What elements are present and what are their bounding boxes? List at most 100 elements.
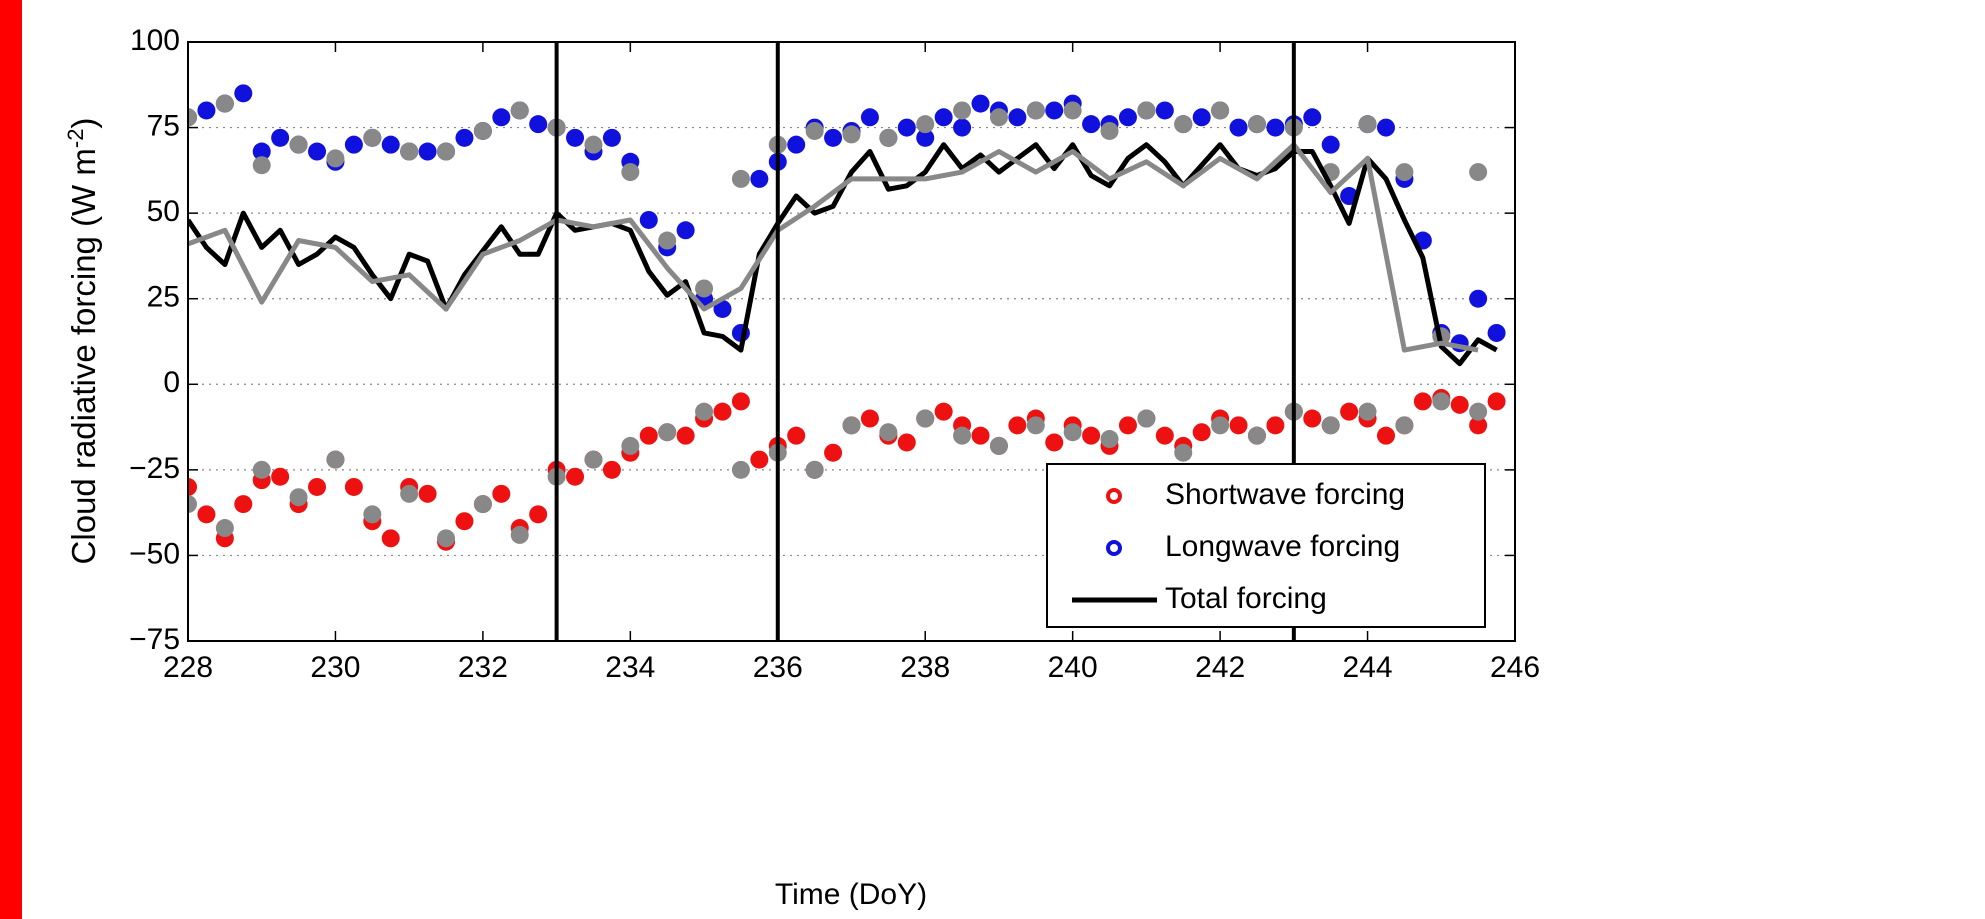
point xyxy=(695,279,714,298)
point xyxy=(824,443,843,462)
point xyxy=(1395,416,1414,435)
point xyxy=(289,488,308,507)
point xyxy=(953,101,972,120)
point xyxy=(1487,392,1506,411)
point xyxy=(492,484,511,503)
y-axis-label-sup: -2 xyxy=(63,129,88,149)
point xyxy=(860,409,879,428)
point xyxy=(289,135,308,154)
point xyxy=(308,142,327,161)
point xyxy=(1321,416,1340,435)
point xyxy=(621,163,640,182)
legend-label: Shortwave forcing xyxy=(1165,478,1405,511)
point xyxy=(824,128,843,147)
y-axis-label-text: Cloud radiative forcing (W m xyxy=(65,148,102,564)
y-tick-label: 50 xyxy=(147,195,180,228)
point xyxy=(252,142,271,161)
x-tick-label: 240 xyxy=(1048,651,1098,684)
x-tick-label: 238 xyxy=(900,651,950,684)
point xyxy=(529,115,548,134)
line xyxy=(188,142,1479,353)
line xyxy=(188,142,1498,367)
point xyxy=(1211,416,1230,435)
legend-label: Total forcing xyxy=(1165,582,1327,615)
point xyxy=(1358,115,1377,134)
point xyxy=(1082,115,1101,134)
point xyxy=(1137,409,1156,428)
point xyxy=(234,84,253,103)
point xyxy=(916,115,935,134)
point xyxy=(308,477,327,496)
point xyxy=(1376,118,1395,137)
point xyxy=(197,505,216,524)
point xyxy=(971,94,990,113)
x-tick-label: 230 xyxy=(310,651,360,684)
x-tick-label: 246 xyxy=(1490,651,1540,684)
x-tick-label: 242 xyxy=(1195,651,1245,684)
point xyxy=(1082,426,1101,445)
point xyxy=(621,436,640,455)
point xyxy=(602,128,621,147)
point xyxy=(1469,416,1488,435)
y-tick-label: 100 xyxy=(130,24,180,57)
point xyxy=(676,221,695,240)
plot-area xyxy=(188,84,1506,551)
point xyxy=(1063,423,1082,442)
point xyxy=(252,460,271,479)
point xyxy=(455,512,474,531)
legend-label: Longwave forcing xyxy=(1165,530,1400,563)
y-tick-label: 0 xyxy=(163,366,180,399)
point xyxy=(400,484,419,503)
point xyxy=(1413,392,1432,411)
point xyxy=(842,125,861,144)
point xyxy=(787,135,806,154)
point xyxy=(1045,433,1064,452)
point xyxy=(344,135,363,154)
point xyxy=(188,477,197,496)
point xyxy=(1026,416,1045,435)
point xyxy=(1303,108,1322,127)
point xyxy=(455,128,474,147)
point xyxy=(916,128,935,147)
point xyxy=(1487,323,1506,342)
point xyxy=(1008,108,1027,127)
point xyxy=(676,426,695,445)
point xyxy=(989,436,1008,455)
point xyxy=(916,409,935,428)
point xyxy=(363,505,382,524)
point xyxy=(953,118,972,137)
point xyxy=(418,484,437,503)
point xyxy=(492,108,511,127)
legend-swatch xyxy=(1106,488,1122,504)
point xyxy=(658,231,677,250)
point xyxy=(731,392,750,411)
point xyxy=(1247,426,1266,445)
point xyxy=(1450,395,1469,414)
point xyxy=(584,450,603,469)
y-tick-label: −75 xyxy=(129,623,180,656)
point xyxy=(805,121,824,140)
point xyxy=(695,402,714,421)
point xyxy=(566,128,585,147)
point xyxy=(252,156,271,175)
point xyxy=(1045,101,1064,120)
point xyxy=(805,460,824,479)
point xyxy=(1211,101,1230,120)
y-axis-label: Cloud radiative forcing (W m-2) xyxy=(63,118,102,565)
point xyxy=(953,426,972,445)
point xyxy=(879,423,898,442)
point xyxy=(400,142,419,161)
point xyxy=(1155,101,1174,120)
point xyxy=(1192,423,1211,442)
point xyxy=(1266,416,1285,435)
point xyxy=(1100,430,1119,449)
point xyxy=(639,210,658,229)
point xyxy=(731,460,750,479)
point xyxy=(566,467,585,486)
point xyxy=(731,169,750,188)
point xyxy=(1118,416,1137,435)
point xyxy=(271,128,290,147)
point xyxy=(989,108,1008,127)
point xyxy=(437,142,456,161)
